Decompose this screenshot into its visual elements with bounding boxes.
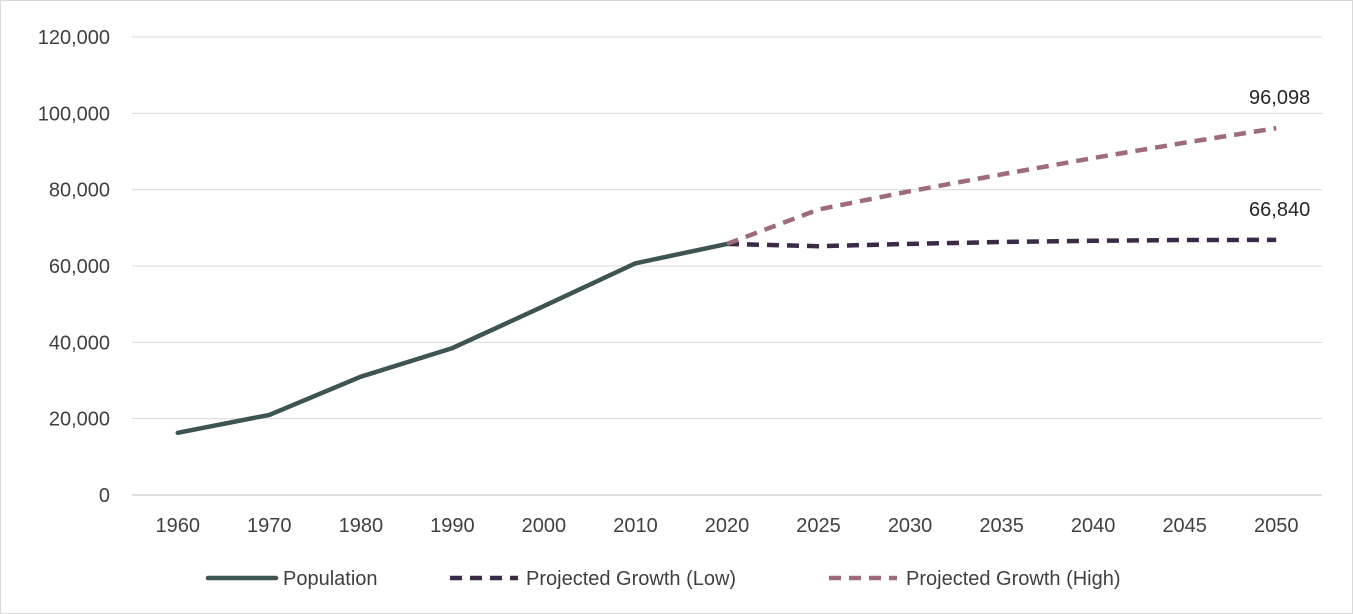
x-tick-label: 1970 bbox=[247, 515, 292, 537]
x-tick-label: 2000 bbox=[522, 515, 567, 537]
x-tick-label: 2050 bbox=[1254, 515, 1299, 537]
series-line-2 bbox=[726, 237, 1277, 249]
legend-label-1: Population bbox=[283, 568, 378, 590]
x-tick-label: 2020 bbox=[705, 515, 750, 537]
y-tick-label: 20,000 bbox=[49, 409, 110, 431]
y-tick-label: 40,000 bbox=[49, 332, 110, 354]
x-tick-label: 1990 bbox=[430, 515, 475, 537]
y-tick-label: 60,000 bbox=[49, 256, 110, 278]
legend: Population Projected Growth (Low) Projecte… bbox=[205, 568, 1121, 590]
x-axis-ticks: 1960 1970 1980 1990 2000 2010 2020 2025 2030 2035… bbox=[156, 515, 1299, 537]
y-tick-label: 120,000 bbox=[38, 27, 110, 49]
x-tick-label: 2010 bbox=[613, 515, 658, 537]
legend-label-3: Projected Growth (High) bbox=[906, 568, 1121, 590]
series-line-3 bbox=[726, 125, 1277, 247]
x-tick-label: 2040 bbox=[1071, 515, 1116, 537]
data-label: 66,840 bbox=[1249, 199, 1310, 221]
series-lines bbox=[175, 125, 1277, 436]
x-tick-label: 1980 bbox=[339, 515, 384, 537]
x-tick-label: 2035 bbox=[979, 515, 1024, 537]
y-tick-label: 100,000 bbox=[38, 103, 110, 125]
y-tick-label: 80,000 bbox=[49, 180, 110, 202]
series-line-1 bbox=[175, 241, 730, 436]
legend-label-2: Projected Growth (Low) bbox=[526, 568, 736, 590]
data-label: 96,098 bbox=[1249, 87, 1310, 109]
x-tick-label: 2030 bbox=[888, 515, 933, 537]
x-tick-label: 1960 bbox=[156, 515, 201, 537]
y-axis-ticks: 0 20,000 40,000 60,000 80,000 100,000 120,000 bbox=[38, 27, 110, 507]
gridlines bbox=[132, 36, 1322, 496]
data-labels: 66,840 96,098 bbox=[1249, 87, 1310, 221]
x-tick-label: 2025 bbox=[796, 515, 841, 537]
y-tick-label: 0 bbox=[99, 485, 110, 507]
x-tick-label: 2045 bbox=[1162, 515, 1207, 537]
